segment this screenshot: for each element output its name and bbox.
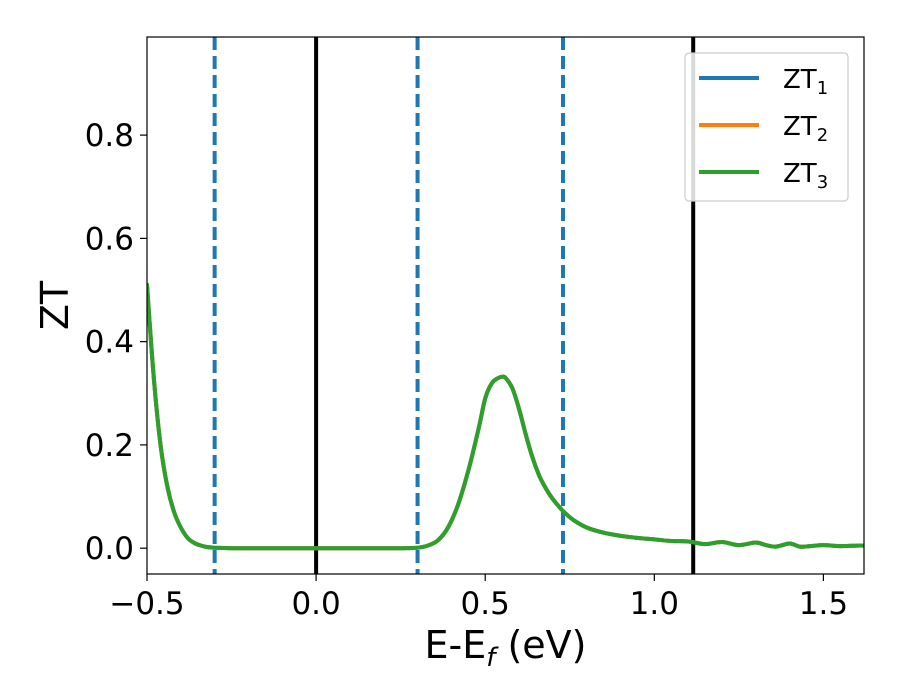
y-tick-label: 0.8 xyxy=(85,118,134,154)
x-axis-label: E-Ef (eV) xyxy=(425,623,587,673)
legend-label-2: ZT2 xyxy=(783,112,828,146)
legend-box xyxy=(684,52,849,202)
y-tick-label: 0.2 xyxy=(85,428,134,464)
y-tick-label: 0.0 xyxy=(85,531,134,567)
x-tick-label: 1.5 xyxy=(799,586,848,622)
y-tick-label: 0.4 xyxy=(85,325,134,361)
y-tick-label: 0.6 xyxy=(85,221,134,257)
legend-label-1: ZT1 xyxy=(783,65,828,99)
x-tick-label: −0.5 xyxy=(109,586,184,622)
axes: −0.5 0.0 0.5 1.0 1.5 0.0 0.2 0.4 0.6 0.8 E-Ef (eV)… xyxy=(33,36,865,673)
series-line-1 xyxy=(147,282,864,551)
x-tick-label: 0.0 xyxy=(291,586,340,622)
legend: ZT1 ZT2 ZT3 xyxy=(684,52,849,202)
series-line-3 xyxy=(147,282,864,551)
x-tick-label: 0.5 xyxy=(461,586,510,622)
y-axis-label: ZT xyxy=(33,280,77,330)
legend-label-3: ZT3 xyxy=(783,159,828,193)
plot-frame xyxy=(146,36,865,575)
series-line-2 xyxy=(147,282,864,551)
x-tick-label: 1.0 xyxy=(630,586,679,622)
